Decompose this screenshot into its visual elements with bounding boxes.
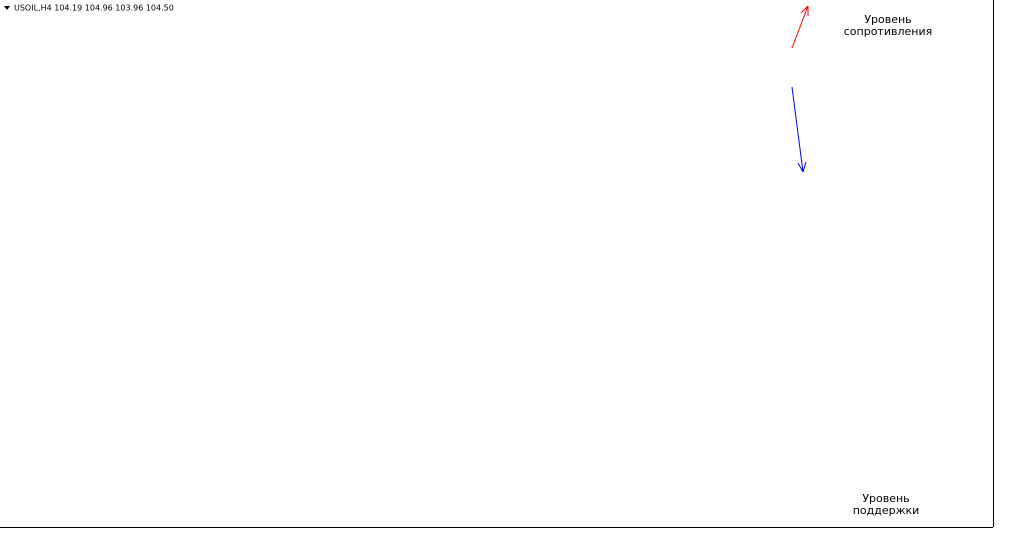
down-arrow: [791, 86, 807, 173]
chart-legend: USOIL,H4 104.19 104.96 103.96 104.50: [14, 4, 174, 13]
support-label: поддержки: [853, 504, 920, 517]
resistance-label: сопротивления: [844, 25, 932, 38]
menu-triangle: [4, 6, 10, 10]
up-arrow: [791, 5, 809, 49]
support-label: Уровень: [862, 492, 909, 505]
resistance-label: Уровень: [864, 13, 911, 26]
